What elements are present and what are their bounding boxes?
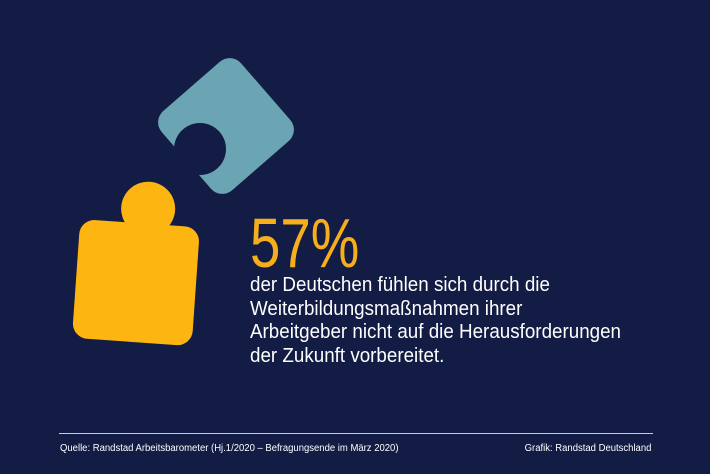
puzzle-piece-tab-icon [72,181,199,346]
footer-credit-text: Grafik: Randstad Deutschland [524,443,651,454]
puzzle-piece-socket-icon [158,58,294,194]
stat-description-line-1: der Deutschen fühlen sich durch die [250,274,550,296]
stat-value: 57% [250,204,360,282]
footer-source-text: Quelle: Randstad Arbeitsbarometer (Hj.1/… [60,443,399,454]
stat-description: der Deutschen fühlen sich durch die Weit… [250,274,621,368]
stat-description-line-2: Weiterbildungsmaßnahmen ihrer [250,297,523,320]
footer-divider [59,433,653,434]
stat-description-line-3: Arbeitgeber nicht auf die Herausforderun… [250,321,622,343]
stat-description-line-4: der Zukunft vorbereitet. [250,344,445,367]
